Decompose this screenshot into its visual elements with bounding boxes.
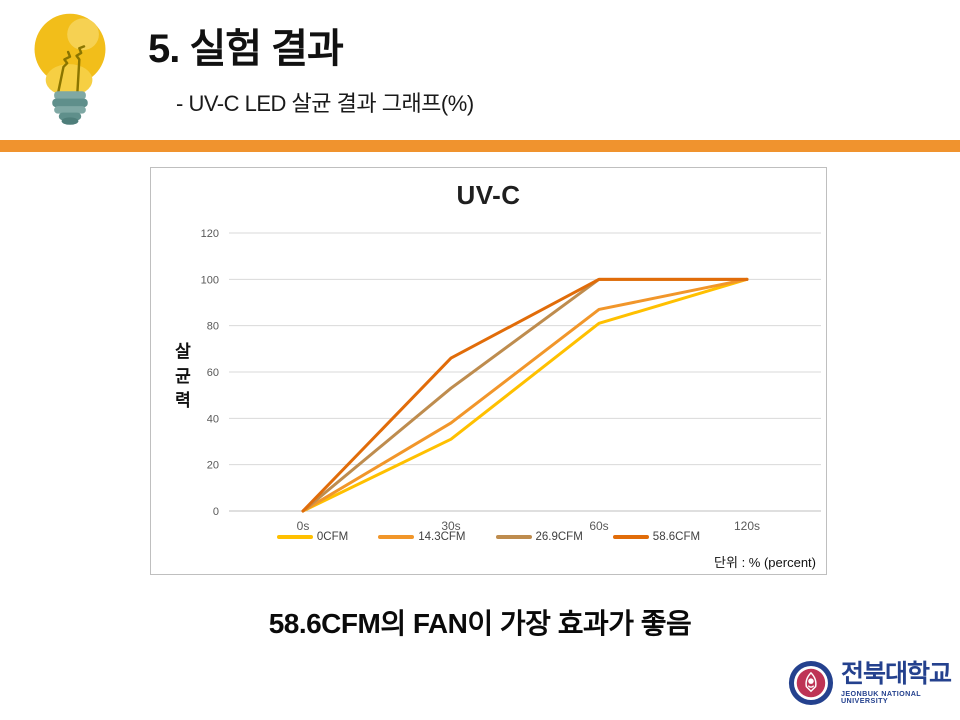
page-title: 5. 실험 결과 xyxy=(148,27,344,71)
series-line-58.6CFM xyxy=(301,277,749,513)
y-tick-label: 20 xyxy=(207,460,219,472)
legend-item-26.9CFM: 26.9CFM xyxy=(495,531,583,543)
legend-swatch-icon xyxy=(612,535,649,539)
legend-label: 0CFM xyxy=(316,531,349,543)
line-chart: 0 20 40 60 80 100 120 0s 30s 60s 120s xyxy=(201,228,821,533)
series-line-0CFM xyxy=(301,277,749,513)
y-tick-label: 40 xyxy=(207,413,219,425)
y-tick-label: 120 xyxy=(201,228,219,240)
y-tick-label: 60 xyxy=(207,367,219,379)
x-tick-label: 30s xyxy=(441,519,460,533)
page-subtitle: - UV-C LED 살균 결과 그래프(%) xyxy=(176,91,474,116)
logo-english-name: JEONBUK NATIONAL UNIVERSITY xyxy=(840,688,921,705)
legend-label: 14.3CFM xyxy=(418,531,466,543)
chart-legend: 0CFM 14.3CFM 26.9CFM 58.6CFM xyxy=(151,531,826,543)
legend-item-58.6CFM: 58.6CFM xyxy=(612,531,701,543)
conclusion-text: 58.6CFM의 FAN이 가장 효과가 좋음 xyxy=(268,608,692,639)
legend-item-14.3CFM: 14.3CFM xyxy=(378,531,466,543)
series-line-14.3CFM xyxy=(301,277,749,513)
legend-item-0CFM: 0CFM xyxy=(276,531,349,543)
x-tick-label: 0s xyxy=(297,519,310,533)
x-tick-label: 60s xyxy=(589,519,608,533)
legend-swatch-icon xyxy=(276,535,313,539)
lightbulb-icon xyxy=(34,13,106,125)
chart-title: UV-C xyxy=(456,180,521,210)
university-emblem-icon xyxy=(788,660,834,706)
logo-korean-name: 전북대학교 xyxy=(840,659,952,688)
legend-label: 26.9CFM xyxy=(535,531,583,543)
series-line-26.9CFM xyxy=(301,277,749,513)
accent-divider xyxy=(0,140,960,152)
legend-label: 58.6CFM xyxy=(652,531,701,543)
legend-swatch-icon xyxy=(495,535,532,539)
university-logo: 전북대학교 JEONBUK NATIONAL UNIVERSITY xyxy=(788,658,960,708)
y-tick-label: 100 xyxy=(201,274,219,286)
y-tick-label: 80 xyxy=(207,321,219,333)
chart-container: 0 20 40 60 80 100 120 0s 30s 60s 120s UV-C 살 균 력 0… xyxy=(150,167,827,575)
legend-swatch-icon xyxy=(378,535,415,539)
x-tick-label: 120s xyxy=(734,519,760,533)
unit-note: 단위 : % (percent) xyxy=(714,555,816,570)
y-axis-title: 살 균 력 xyxy=(175,342,191,411)
y-tick-label: 0 xyxy=(213,506,219,518)
